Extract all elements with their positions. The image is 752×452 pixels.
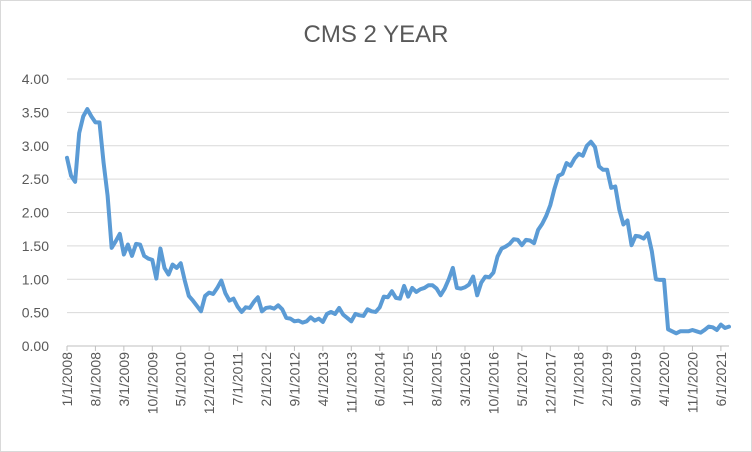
series-line [65,107,731,336]
x-tick-label: 10/1/2016 [485,352,501,414]
x-tick-label: 1/1/2015 [400,352,416,407]
y-tick-label: 3.50 [22,104,49,120]
x-tick-label: 12/1/2010 [201,352,217,414]
x-tick-label: 11/1/2013 [343,352,359,413]
x-tick-label: 8/1/2015 [429,352,445,407]
x-tick-label: 3/1/2016 [457,352,473,407]
y-tick-label: 1.00 [22,271,49,287]
y-tick-label: 2.50 [22,171,49,187]
x-tick-label: 4/1/2013 [315,352,331,407]
y-tick-label: 0.00 [22,338,49,354]
x-tick-label: 7/1/2011 [230,352,246,406]
x-tick-label: 6/1/2014 [372,352,388,407]
y-tick-label: 4.00 [22,71,49,87]
x-tick-label: 6/1/2021 [713,352,729,407]
x-tick-label: 10/1/2009 [144,352,160,414]
y-tick-label: 2.00 [22,205,49,221]
x-tick-label: 2/1/2019 [599,352,615,407]
chart-title: CMS 2 YEAR [303,21,449,48]
x-tick-label: 11/1/2020 [684,352,700,413]
x-tick-label: 4/1/2020 [656,352,672,407]
x-tick-label: 5/1/2017 [514,352,530,407]
y-tick-label: 1.50 [22,238,49,254]
y-tick-label: 3.00 [22,138,49,154]
x-tick-label: 9/1/2012 [286,352,302,407]
x-tick-label: 9/1/2019 [628,352,644,407]
x-tick-label: 7/1/2018 [571,352,587,407]
x-tick-label: 2/1/2012 [258,352,274,407]
x-tick-label: 1/1/2008 [59,352,75,407]
x-tick-label: 3/1/2009 [116,352,132,407]
y-tick-label: 0.50 [22,305,49,321]
x-tick-label: 8/1/2008 [87,352,103,407]
x-tick-label: 5/1/2010 [173,352,189,407]
x-tick-label: 12/1/2017 [542,352,558,414]
